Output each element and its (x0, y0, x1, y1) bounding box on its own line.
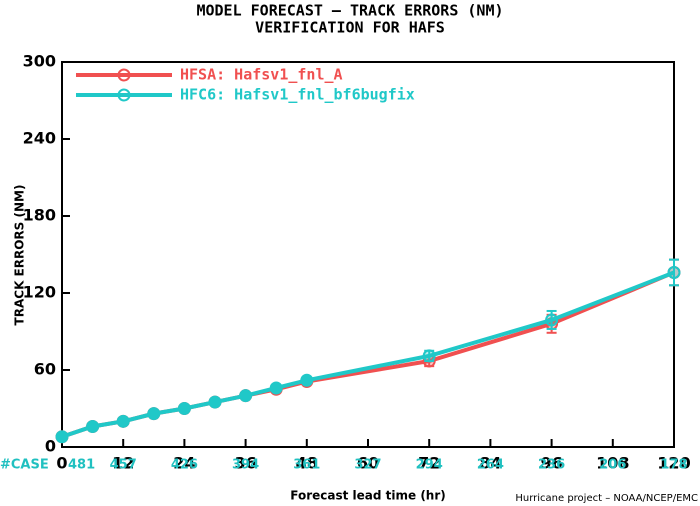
y-axis-label: TRACK ERRORS (NM) (13, 185, 27, 326)
data-point (239, 389, 253, 403)
data-point (545, 313, 559, 327)
x-tick-label: 72 (418, 454, 440, 473)
data-point (667, 265, 681, 279)
case-count: 481 (68, 458, 95, 473)
x-tick-label: 84 (479, 454, 501, 473)
legend-marker (117, 68, 131, 82)
data-point (208, 395, 222, 409)
data-point (147, 407, 161, 421)
case-label: #CASE (0, 458, 49, 473)
y-tick-label: 60 (34, 360, 56, 379)
credit: Hurricane project – NOAA/NCEP/EMC (515, 493, 698, 504)
y-tick-label: 240 (23, 129, 56, 148)
data-point (269, 381, 283, 395)
case-count: 206 (599, 458, 626, 473)
y-tick-label: 180 (23, 206, 56, 225)
x-tick-label: 108 (596, 454, 629, 473)
case-count: 236 (538, 458, 565, 473)
case-count: 426 (171, 458, 198, 473)
x-tick-label: 96 (540, 454, 562, 473)
case-count: 394 (232, 458, 259, 473)
data-point (86, 419, 100, 433)
case-count: 264 (477, 458, 504, 473)
data-point (300, 373, 314, 387)
chart-title: MODEL FORECAST – TRACK ERRORS (NM) (196, 2, 503, 20)
x-tick-label: 12 (112, 454, 134, 473)
data-point (55, 430, 69, 444)
x-tick-label: 120 (657, 454, 690, 473)
y-tick-label: 300 (23, 52, 56, 71)
x-tick-label: 36 (234, 454, 256, 473)
case-count: 327 (354, 458, 381, 473)
x-tick-label: 24 (173, 454, 195, 473)
legend-marker (117, 88, 131, 102)
case-count: 294 (416, 458, 443, 473)
y-tick-label: 0 (45, 437, 56, 456)
data-point (422, 349, 436, 363)
data-point (177, 402, 191, 415)
data-point (116, 414, 130, 428)
x-tick-label: 48 (296, 454, 318, 473)
legend-label: HFC6: Hafsv1_fnl_bf6bugfix (180, 86, 415, 104)
x-tick-label: 0 (56, 454, 67, 473)
x-axis-label: Forecast lead time (hr) (290, 489, 446, 503)
case-count: 178 (660, 458, 687, 473)
legend-label: HFSA: Hafsv1_fnl_A (180, 66, 343, 84)
chart-subtitle: VERIFICATION FOR HAFS (255, 19, 445, 37)
case-count: 457 (110, 458, 137, 473)
y-tick-label: 120 (23, 283, 56, 302)
plot-frame (61, 61, 675, 448)
case-count: 361 (293, 458, 320, 473)
x-tick-label: 60 (357, 454, 379, 473)
